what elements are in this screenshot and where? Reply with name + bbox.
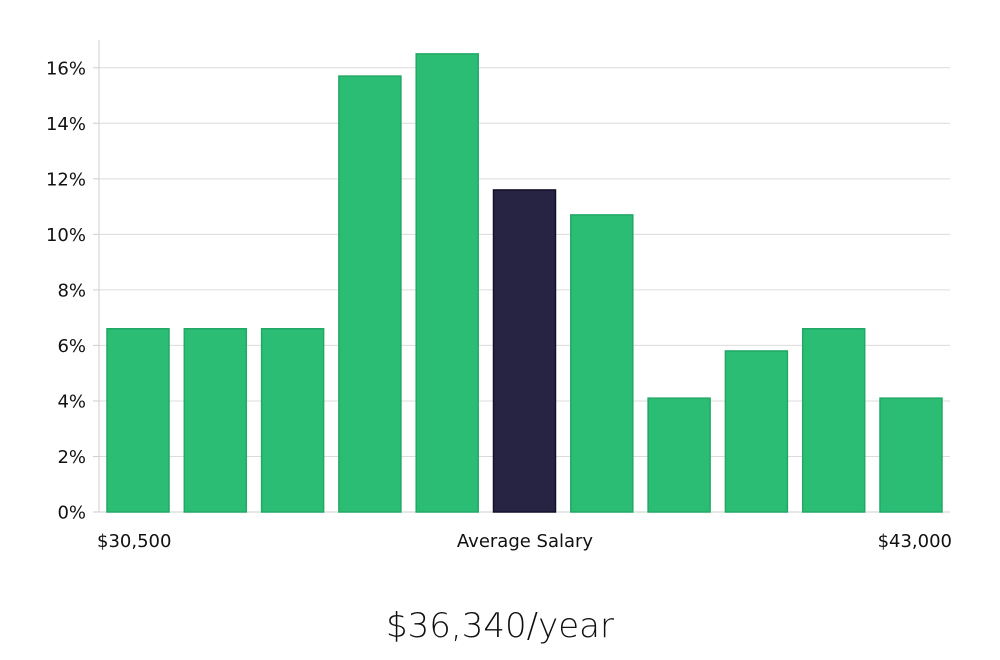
bar (338, 75, 402, 513)
y-tick-label: 16% (46, 58, 86, 79)
bar (647, 397, 711, 513)
y-tick-label: 12% (46, 169, 86, 190)
average-salary-value: $36,340/year (386, 606, 614, 646)
bar (260, 328, 325, 513)
y-tick-label: 2% (57, 447, 86, 468)
bar (724, 350, 789, 513)
salary-histogram-chart: 0% 2% 4% 6% 8% 10% 12% 14% 16% $30,500 Average S… (46, 40, 952, 552)
y-tick-label: 6% (57, 336, 86, 357)
bars (106, 53, 943, 513)
y-tick-label: 14% (46, 114, 86, 135)
y-tick-label: 10% (46, 225, 86, 246)
x-label-min: $30,500 (97, 531, 171, 552)
bar (106, 328, 170, 513)
y-tick-label: 8% (57, 280, 86, 301)
x-label-center: Average Salary (457, 531, 594, 552)
bar (183, 328, 248, 513)
bar (415, 53, 479, 513)
y-axis-ticks: 0% 2% 4% 6% 8% 10% 12% 14% 16% (46, 58, 99, 524)
bar-average-salary (492, 189, 557, 513)
y-tick-label: 0% (57, 503, 86, 524)
bar (801, 328, 866, 513)
y-tick-label: 4% (57, 391, 86, 412)
bar (879, 397, 943, 513)
x-label-max: $43,000 (878, 531, 952, 552)
bar (570, 214, 634, 513)
